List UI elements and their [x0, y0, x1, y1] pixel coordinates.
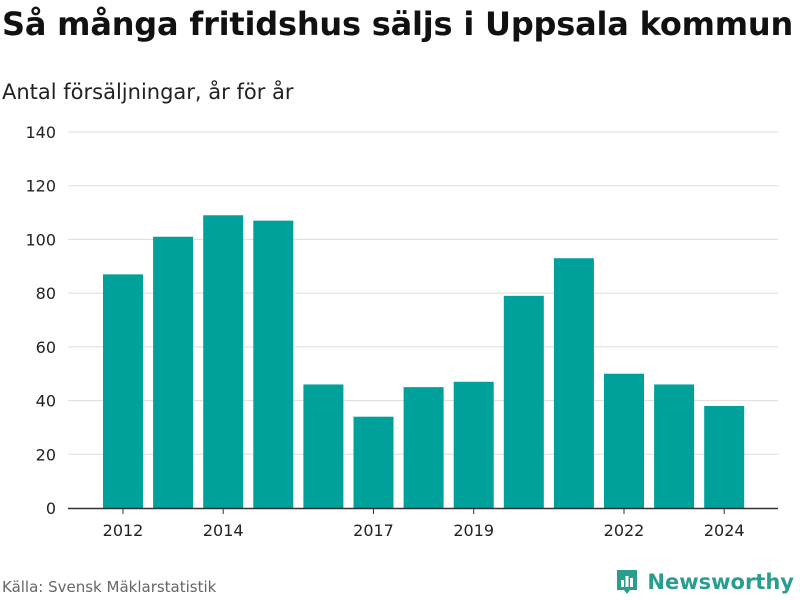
bar-2021 — [553, 258, 594, 508]
y-tick-label: 40 — [36, 392, 56, 411]
y-tick-label: 0 — [46, 499, 56, 518]
x-tick-label: 2014 — [203, 521, 244, 540]
bar-2020 — [503, 295, 544, 508]
bar-2017 — [353, 416, 394, 508]
y-tick-label: 20 — [36, 445, 56, 464]
source-note: Källa: Svensk Mäklarstatistik — [2, 578, 217, 596]
bar-2018 — [403, 387, 444, 508]
x-tick-label: 2019 — [453, 521, 494, 540]
bar-2016 — [303, 384, 344, 508]
chart-subtitle: Antal försäljningar, år för år — [2, 80, 294, 104]
bar-2012 — [103, 274, 143, 508]
bar-2013 — [153, 236, 194, 508]
bar-2014 — [203, 215, 244, 508]
y-tick-label: 80 — [36, 284, 56, 303]
bar-2022 — [604, 373, 644, 508]
x-tick-label: 2012 — [103, 521, 144, 540]
bar-2024 — [704, 405, 745, 508]
newsworthy-logo-icon — [617, 570, 638, 594]
y-tick-label: 100 — [25, 230, 56, 249]
brand-name: Newsworthy — [647, 570, 794, 594]
x-tick-label: 2024 — [704, 521, 745, 540]
y-tick-label: 120 — [25, 177, 56, 196]
chart-title: Så många fritidshus säljs i Uppsala komm… — [2, 5, 794, 43]
bar-2015 — [253, 220, 294, 508]
bar-2019 — [453, 381, 494, 508]
y-tick-label: 140 — [25, 123, 56, 142]
y-tick-label: 60 — [36, 338, 56, 357]
x-tick-label: 2022 — [604, 521, 645, 540]
brand-logo: Newsworthy — [615, 568, 794, 596]
x-tick-label: 2017 — [353, 521, 394, 540]
bar-2023 — [654, 384, 695, 508]
